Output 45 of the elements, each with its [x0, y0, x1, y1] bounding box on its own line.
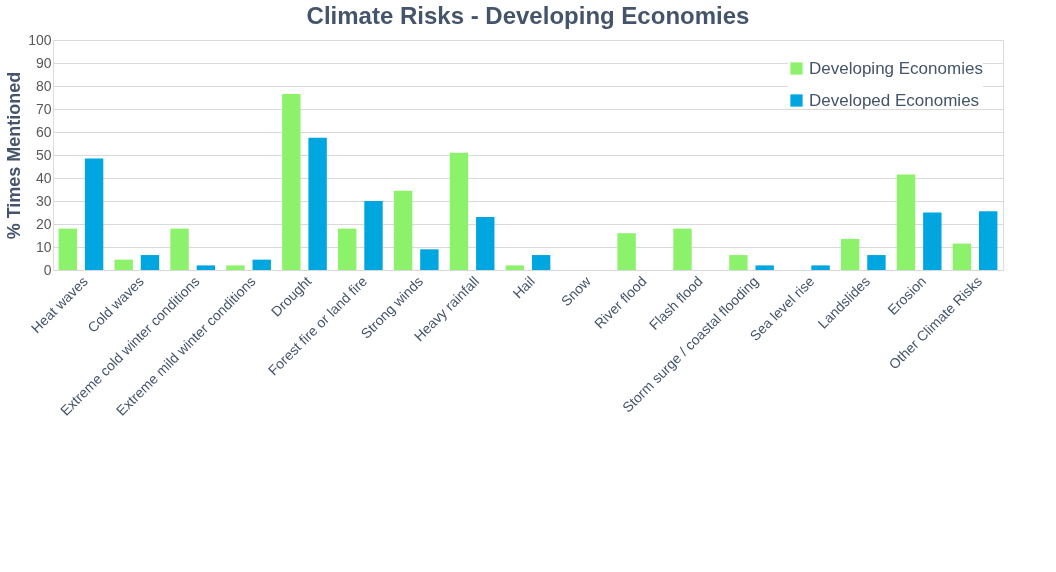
bar: [923, 212, 942, 270]
bar: [867, 255, 886, 270]
bar: [979, 211, 998, 270]
y-tick-label: 90: [35, 54, 52, 71]
chart-title: Climate Risks - Developing Economies: [306, 2, 750, 29]
bar: [338, 228, 357, 270]
bar: [476, 217, 495, 270]
bar: [896, 174, 916, 270]
bar: [449, 152, 469, 270]
bar: [420, 249, 439, 270]
bar: [226, 265, 245, 270]
bar: [252, 259, 271, 270]
y-tick-label: 0: [43, 261, 52, 278]
bar: [840, 238, 860, 270]
bar: [952, 243, 972, 270]
y-tick-label: 80: [35, 77, 52, 94]
bar: [196, 265, 216, 270]
bar: [729, 255, 748, 270]
y-tick-label: 20: [35, 215, 52, 232]
y-axis-title: % Times Mentioned: [4, 71, 25, 240]
y-tick-label: 10: [35, 238, 52, 255]
bar: [308, 137, 327, 270]
y-tick-label: 40: [35, 169, 52, 186]
bar: [282, 94, 301, 270]
bar: [58, 228, 77, 270]
bar: [114, 259, 133, 270]
bar: [673, 228, 692, 270]
legend-label: Developed Economies: [809, 90, 980, 110]
x-tick-label: Hail: [509, 273, 538, 302]
bar: [170, 228, 189, 270]
y-tick-label: 50: [35, 146, 52, 163]
bar: [755, 265, 774, 270]
bar: [364, 201, 383, 270]
bar: [505, 265, 525, 270]
bar: [140, 255, 160, 270]
bar: [531, 255, 551, 270]
bar: [811, 265, 830, 270]
y-tick-label: 70: [35, 100, 52, 117]
bar: [393, 190, 413, 270]
bar: [84, 158, 104, 270]
y-tick-label: 100: [28, 31, 52, 48]
legend-label: Developing Economies: [809, 58, 983, 78]
bar: [617, 233, 636, 270]
y-tick-label: 60: [35, 123, 52, 140]
y-tick-label: 30: [35, 192, 52, 209]
